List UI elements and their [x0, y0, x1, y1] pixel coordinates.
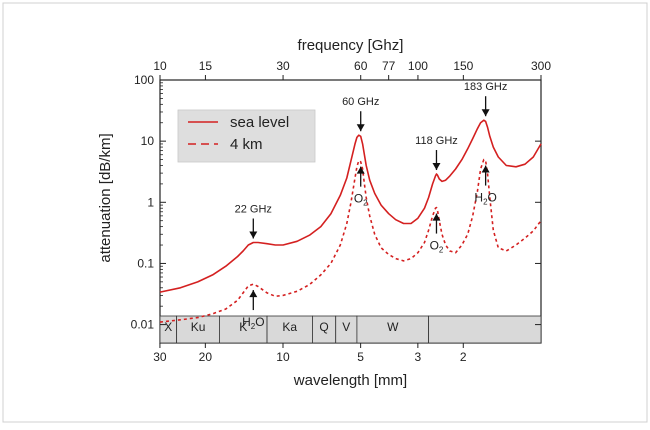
- top-tick-label: 15: [199, 59, 213, 73]
- y-tick-label: 10: [141, 134, 155, 148]
- y-tick-label: 1: [147, 195, 154, 209]
- bottom-tick-label: 2: [460, 350, 467, 364]
- molecule-arrow-head: [481, 165, 490, 173]
- band-label: V: [342, 320, 350, 334]
- legend-label: 4 km: [230, 136, 263, 153]
- y-tick-label: 100: [134, 73, 154, 87]
- top-axis-title: frequency [Ghz]: [298, 37, 404, 54]
- molecule-label: H2O: [242, 315, 264, 331]
- peak-arrow-head: [481, 109, 490, 117]
- bottom-tick-label: 5: [357, 350, 364, 364]
- molecule-label: O2: [354, 192, 368, 208]
- y-axis-title: attenuation [dB/km]: [97, 133, 114, 262]
- bottom-tick-label: 3: [415, 350, 422, 364]
- top-tick-label: 300: [531, 59, 551, 73]
- band-cell: [428, 315, 542, 344]
- peak-arrow-head: [356, 124, 365, 132]
- band-label: K: [239, 320, 247, 334]
- peak-label: 183 GHz: [464, 81, 507, 93]
- molecule-label: O2: [430, 239, 444, 255]
- legend-box: [177, 109, 316, 163]
- top-tick-label: 60: [354, 59, 368, 73]
- peak-arrow-head: [249, 231, 258, 239]
- molecule-arrow-head: [356, 166, 365, 174]
- y-tick-label: 0.1: [137, 256, 154, 270]
- top-tick-label: 100: [408, 59, 428, 73]
- band-cell: [356, 315, 430, 344]
- peak-label: 60 GHz: [342, 96, 379, 108]
- top-tick-label: 30: [276, 59, 290, 73]
- top-tick-label: 10: [153, 59, 167, 73]
- legend-label: sea level: [230, 114, 289, 131]
- molecule-arrow-head: [249, 290, 258, 298]
- band-label: X: [164, 320, 172, 334]
- bottom-tick-label: 10: [276, 350, 290, 364]
- peak-label: 22 GHz: [235, 204, 272, 216]
- band-cell: [219, 315, 268, 344]
- figure-border: [2, 2, 648, 423]
- bottom-axis-title: wavelength [mm]: [293, 372, 407, 389]
- molecule-label: H2O: [474, 191, 496, 207]
- peak-label: 118 GHz: [415, 135, 458, 147]
- band-label: Q: [319, 320, 328, 334]
- molecule-arrow-head: [432, 213, 441, 221]
- top-tick-label: 150: [453, 59, 473, 73]
- bottom-tick-label: 20: [199, 350, 213, 364]
- series-sea-level-line: [159, 119, 542, 293]
- band-label: W: [387, 320, 399, 334]
- top-tick-label: 77: [382, 59, 396, 73]
- y-tick-label: 0.01: [131, 318, 155, 332]
- peak-arrow-head: [432, 163, 441, 171]
- band-label: Ka: [282, 320, 297, 334]
- band-label: Ku: [191, 320, 206, 334]
- bottom-tick-label: 30: [153, 350, 167, 364]
- series-4km-line: [159, 158, 542, 323]
